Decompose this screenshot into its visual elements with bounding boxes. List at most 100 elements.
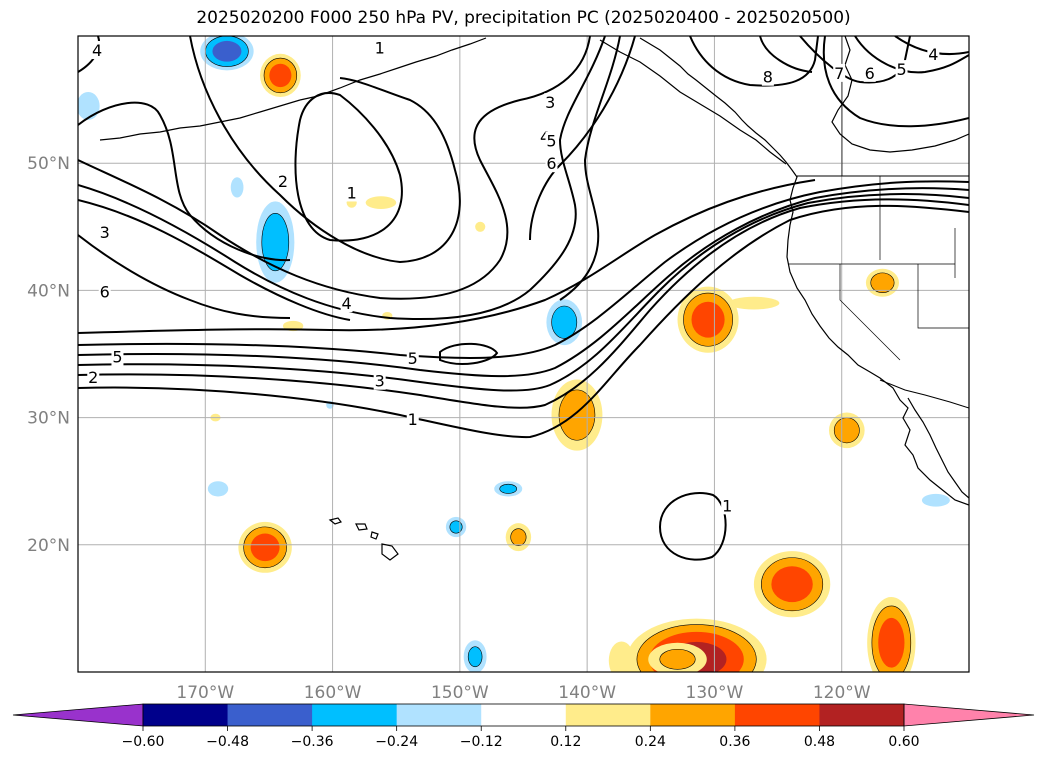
latitude-label: 50°N	[27, 154, 70, 174]
precip-band	[728, 296, 780, 310]
contour-label: 1	[408, 410, 418, 429]
colorbar-tick-label: −0.36	[291, 734, 334, 750]
contour-label-mask	[406, 409, 419, 428]
contour-label: 5	[408, 349, 418, 368]
precip-negative-area	[78, 91, 100, 120]
contour-label: 4	[92, 41, 102, 60]
contour-label-mask	[895, 60, 908, 79]
longitude-label: 120°W	[813, 683, 871, 703]
coastline-baja	[907, 397, 969, 499]
precip-positive-area	[867, 596, 916, 672]
precip-negative-area	[230, 177, 244, 198]
coastline-southeast-alaska	[599, 39, 787, 165]
coastline-north-america	[639, 37, 969, 506]
colorbar-tick-label: −0.24	[375, 734, 418, 750]
contour-label: 4	[341, 294, 351, 313]
pv-contour-5-south	[78, 180, 969, 359]
latitude-label: 30°N	[27, 409, 70, 429]
contour-label: 1	[375, 38, 385, 57]
contour-label-mask	[761, 67, 774, 86]
contour-label: 3	[545, 93, 555, 112]
colorbar-extend-high	[903, 703, 1035, 727]
colorbar-tick-label: −0.60	[122, 734, 165, 750]
precip-band	[870, 272, 895, 293]
precip-band	[691, 301, 725, 338]
colorbar-segment	[734, 704, 820, 726]
pv-contour-4-north	[78, 36, 606, 321]
coastline-aleutians	[99, 99, 301, 141]
precip-band	[921, 493, 950, 507]
latitude-labels: 20°N 30°N 40°N 50°N	[27, 154, 70, 556]
colorbar-tick-label: 0.36	[719, 734, 750, 750]
precip-negative-area	[494, 481, 523, 497]
map-frame	[77, 35, 970, 673]
precip-positive-area	[551, 379, 603, 451]
contour-label: 4	[928, 45, 938, 64]
precip-band	[250, 533, 280, 562]
precip-negative-area	[463, 640, 487, 672]
pv-contour-5-north	[78, 36, 621, 321]
mexico-border	[879, 379, 969, 409]
precip-band	[365, 196, 397, 209]
precip-band	[261, 212, 290, 272]
precip-positive-area	[753, 551, 831, 618]
contour-label-mask	[721, 496, 734, 515]
coastline-alaska	[299, 37, 487, 101]
precip-positive-area	[365, 196, 397, 209]
contour-label: 3	[375, 372, 385, 391]
hawaii-islands	[328, 517, 399, 561]
precip-band	[449, 520, 463, 534]
precip-positive-area	[475, 221, 486, 232]
precip-positive-area	[677, 286, 739, 353]
precip-band	[269, 63, 292, 88]
precip-positive-area	[238, 521, 292, 573]
precip-band	[878, 617, 905, 668]
colorbar-tick-label: 0.12	[550, 734, 581, 750]
latitude-label: 20°N	[27, 536, 70, 556]
pv-contour-7-8-north	[689, 36, 969, 87]
contour-label-mask	[87, 367, 100, 386]
precip-band	[78, 91, 100, 120]
precip-band	[212, 40, 242, 62]
pv-contour-west-loop	[78, 101, 291, 262]
colorbar-segment	[312, 704, 398, 726]
contour-label: 4	[540, 127, 550, 146]
precip-positive-area	[865, 268, 899, 297]
contour-label: 6	[546, 154, 556, 173]
precip-band	[608, 641, 635, 672]
precip-negative-area	[445, 516, 467, 538]
colorbar-tick-label: −0.48	[206, 734, 249, 750]
contour-label: 5	[546, 131, 556, 150]
precip-band	[475, 221, 486, 232]
gridlines	[78, 36, 969, 672]
contour-label: 3	[100, 223, 110, 242]
precip-positive-area	[608, 641, 635, 672]
precip-negative-area	[256, 201, 295, 283]
latitude-label: 40°N	[27, 281, 70, 301]
longitude-labels: 170°W 160°W 150°W 140°W 130°W 120°W	[176, 683, 870, 703]
contour-label-mask	[544, 93, 557, 112]
colorbar-frame	[142, 703, 905, 727]
contour-label: 1	[347, 183, 357, 202]
coastlines	[99, 36, 969, 561]
colorbar-segment	[396, 704, 482, 726]
precip-band	[771, 566, 813, 603]
colorbar-segment	[650, 704, 736, 726]
longitude-label: 150°W	[431, 683, 489, 703]
contour-label-mask	[98, 282, 111, 301]
contour-label-mask	[340, 294, 353, 313]
precip-positive-area	[648, 642, 707, 672]
colorbar-segment	[819, 704, 905, 726]
contour-label: 2	[88, 368, 98, 387]
precip-positive-area	[505, 523, 532, 552]
precip-negative-area	[921, 493, 950, 507]
precip-band	[558, 389, 596, 441]
colorbar-tick-label: 0.60	[888, 734, 919, 750]
precip-band	[207, 481, 229, 497]
contour-label: 7	[834, 64, 844, 83]
pv-contour-2-south	[78, 198, 969, 409]
pv-contour-1-circle	[658, 492, 727, 561]
precip-band	[230, 177, 244, 198]
colorbar-segment	[481, 704, 567, 726]
